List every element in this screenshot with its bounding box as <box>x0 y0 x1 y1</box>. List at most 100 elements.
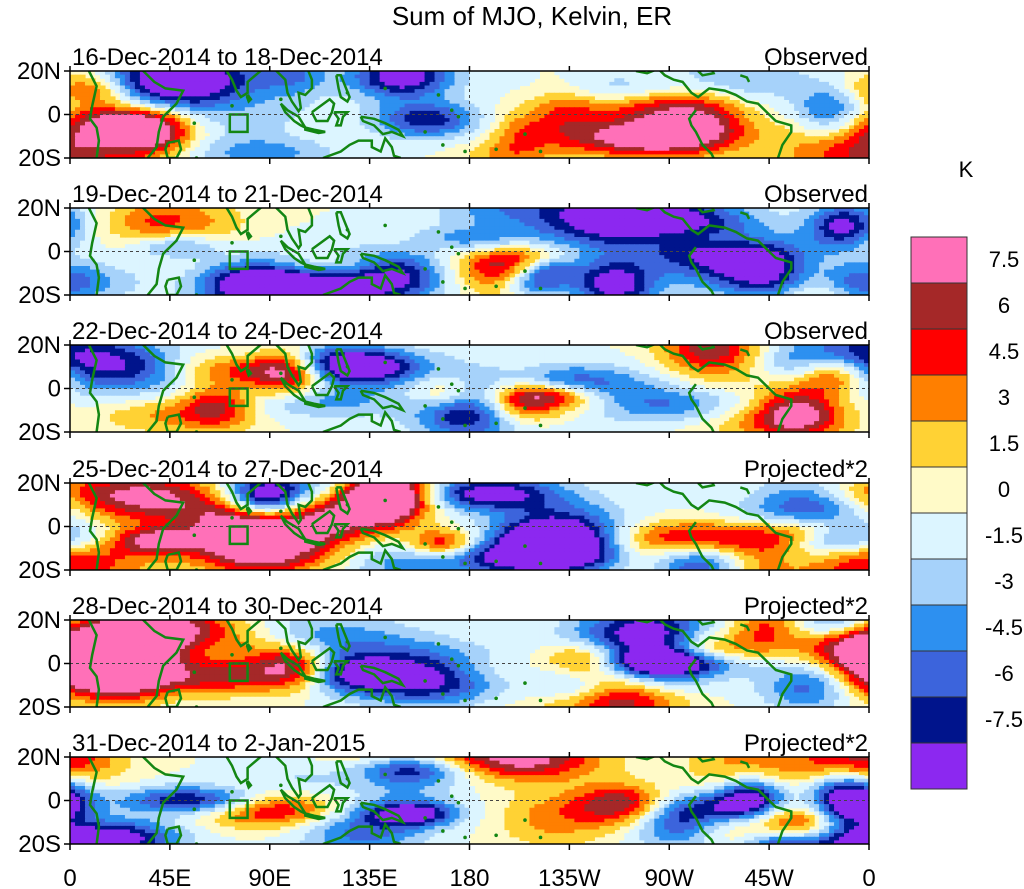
colorbar-level-label: 7.5 <box>989 247 1020 272</box>
coastline <box>310 234 336 260</box>
island <box>383 498 387 503</box>
coastline <box>322 135 402 158</box>
coastline <box>697 620 716 626</box>
coastline <box>274 345 314 388</box>
island <box>279 783 283 788</box>
panel-label: Projected*2 <box>744 593 868 620</box>
coastline <box>333 111 351 127</box>
x-tick-label: 90W <box>645 865 695 889</box>
coastline <box>225 483 263 511</box>
coastline <box>635 345 793 432</box>
island <box>463 561 467 566</box>
coastline <box>164 688 183 707</box>
island <box>538 286 543 291</box>
coastline <box>304 126 326 135</box>
colorbar-level-label: -4.5 <box>985 615 1023 640</box>
colorbar-swatch <box>910 328 968 376</box>
island <box>383 223 387 228</box>
island <box>345 502 350 507</box>
island <box>230 378 234 382</box>
island <box>192 807 197 811</box>
coastline <box>304 812 326 821</box>
island <box>463 286 467 291</box>
coastline <box>274 757 314 800</box>
colorbar-level-label: -3 <box>994 569 1014 594</box>
coastline <box>279 788 309 817</box>
island <box>538 423 543 428</box>
x-tick-label: 90E <box>248 865 291 889</box>
coastline <box>164 139 183 158</box>
island <box>279 646 283 651</box>
coastline <box>274 71 314 114</box>
island <box>463 149 467 154</box>
island <box>494 559 498 564</box>
coastline <box>310 371 336 397</box>
island <box>523 818 527 822</box>
island <box>230 516 234 520</box>
coastline <box>225 757 263 785</box>
island <box>436 642 441 646</box>
island <box>423 404 427 408</box>
coastline <box>225 71 263 99</box>
coastline <box>635 483 793 570</box>
y-tick-label: 0 <box>48 651 61 678</box>
coastline <box>697 483 716 489</box>
coastline <box>687 246 715 295</box>
panel-1: 20N 0 20S 16-Dec-2014 to 18-Dec-2014 Observe… <box>17 44 870 172</box>
y-tick-label: 0 <box>48 376 61 403</box>
island <box>441 143 445 147</box>
y-tick-label: 0 <box>48 102 61 129</box>
island <box>538 149 543 154</box>
island <box>494 833 498 838</box>
island <box>523 681 527 685</box>
coastline <box>359 801 407 825</box>
panel-label: Observed <box>764 181 868 208</box>
coastline <box>304 263 326 272</box>
island <box>463 423 467 428</box>
colorbar-swatch <box>910 696 968 744</box>
island <box>538 835 543 840</box>
island <box>423 130 427 134</box>
island <box>456 251 461 256</box>
island <box>456 526 461 531</box>
island <box>383 86 387 91</box>
x-tick-label: 45W <box>744 865 794 889</box>
coastline <box>739 348 751 357</box>
coastline <box>697 757 716 763</box>
island <box>449 657 454 661</box>
coastline <box>687 109 715 158</box>
island <box>463 698 467 703</box>
island <box>436 93 441 97</box>
coastline <box>635 71 793 158</box>
island <box>383 635 387 640</box>
x-tick-label: 135E <box>342 865 398 889</box>
island <box>345 90 350 95</box>
coastline <box>141 345 186 432</box>
island <box>279 97 283 102</box>
panel-label: Observed <box>764 318 868 345</box>
coastline <box>164 413 183 432</box>
coastline <box>225 620 263 648</box>
coastline <box>359 115 407 139</box>
panel-3: 20N 0 20S 22-Dec-2014 to 24-Dec-2014 Observe… <box>17 318 870 446</box>
y-tick-label: 20N <box>17 607 61 634</box>
coastline <box>245 94 253 104</box>
y-tick-label: 0 <box>48 788 61 815</box>
coastline <box>141 620 186 707</box>
coastline <box>335 348 351 378</box>
colorbar-level-label: 4.5 <box>989 339 1020 364</box>
x-axis: 0 45E 90E 135E 180 135W 90W 45W 0 <box>63 865 875 889</box>
coastline <box>274 208 314 251</box>
coastline <box>274 483 314 526</box>
island <box>345 364 350 369</box>
island <box>383 360 387 365</box>
panel-label: Projected*2 <box>744 456 868 483</box>
colorbar-swatch <box>910 558 968 606</box>
island <box>192 670 197 674</box>
coastline <box>687 795 715 844</box>
coastline <box>279 651 309 680</box>
island <box>538 698 543 703</box>
coastline <box>304 400 326 409</box>
island <box>192 395 197 400</box>
coastline <box>333 248 351 264</box>
